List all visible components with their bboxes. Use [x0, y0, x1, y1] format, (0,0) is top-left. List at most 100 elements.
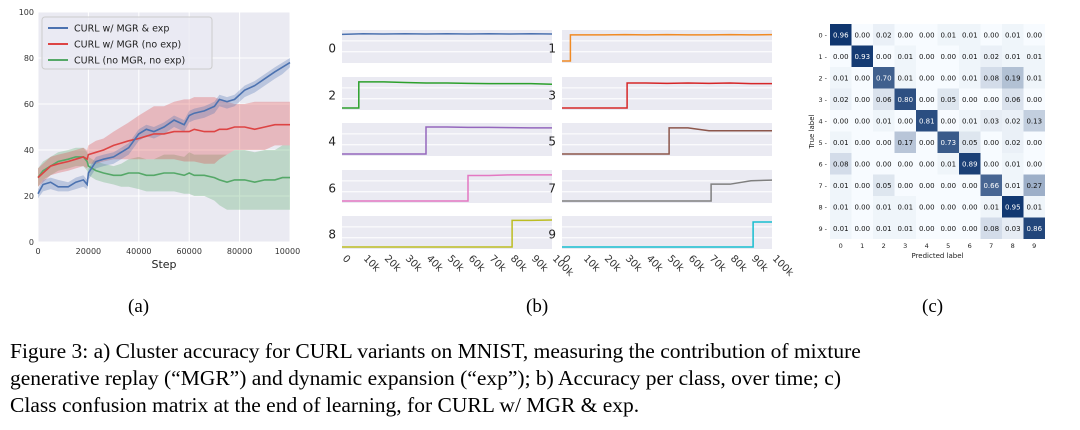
- matrix-cell: [916, 217, 938, 239]
- cell-value: 0.00: [897, 31, 913, 39]
- matrix-cell: [980, 174, 1002, 196]
- panel-background: [342, 30, 552, 63]
- cell-value: 0.01: [962, 31, 978, 39]
- matrix-cell: [894, 45, 916, 67]
- cell-value: 0.06: [1005, 96, 1021, 104]
- cell-value: 0.00: [876, 53, 892, 61]
- class-panel: 2: [328, 77, 553, 110]
- cell-value: 0.00: [854, 160, 870, 168]
- cell-value: 0.00: [897, 160, 913, 168]
- matrix-cell: [1002, 196, 1024, 218]
- legend-label: CURL w/ MGR & exp: [74, 24, 169, 35]
- matrix-cell: [959, 217, 981, 239]
- matrix-cell: [830, 153, 852, 175]
- cell-value: 0.00: [1026, 160, 1042, 168]
- x-tick-label: 20k: [382, 253, 403, 274]
- cell-value: 0.73: [940, 139, 956, 147]
- cell-value: 0.01: [1005, 31, 1021, 39]
- cell-value: 0.00: [897, 182, 913, 190]
- matrix-cell: [851, 131, 873, 153]
- x-axis-label: Step: [151, 258, 176, 271]
- cell-value: 0.01: [897, 203, 913, 211]
- class-line: [562, 127, 772, 155]
- y-tick-label: 3 -: [818, 96, 827, 104]
- y-tick-label: 100: [19, 8, 34, 17]
- cell-value: 0.00: [833, 117, 849, 125]
- x-tick-label: 60k: [686, 253, 707, 274]
- cell-value: 0.01: [897, 53, 913, 61]
- y-tick-label: 80: [24, 54, 34, 63]
- legend: CURL w/ MGR & exp CURL w/ MGR (no exp) CUR…: [41, 16, 213, 70]
- class-line: [562, 82, 772, 109]
- cell-value: 0.01: [1026, 53, 1042, 61]
- x-tick-label: 80k: [508, 253, 529, 274]
- matrix-cell: [894, 153, 916, 175]
- y-tick-label: 5 -: [818, 139, 827, 147]
- matrix-cell: [851, 45, 873, 67]
- matrix-cell: [894, 217, 916, 239]
- cell-value: 0.00: [940, 74, 956, 82]
- legend-box: [41, 16, 213, 70]
- class-label: 5: [548, 135, 556, 149]
- matrix-cell: [980, 196, 1002, 218]
- matrix-cell: [1023, 110, 1045, 132]
- legend-label: CURL (no MGR, no exp): [74, 56, 185, 67]
- matrix-cell: [830, 110, 852, 132]
- class-label: 7: [548, 182, 556, 196]
- x-tick-label: 7: [989, 242, 993, 250]
- class-label: 9: [548, 228, 556, 242]
- cell-value: 0.00: [962, 96, 978, 104]
- caption-line-1: Figure 3: a) Cluster accuracy for CURL v…: [10, 339, 861, 363]
- matrix-cell: [1023, 153, 1045, 175]
- cell-value: 0.00: [919, 31, 935, 39]
- y-tick-label: 8 -: [818, 203, 827, 211]
- x-tick-label: 50k: [445, 253, 466, 274]
- matrix-cell: [959, 24, 981, 46]
- matrix-cell: [851, 196, 873, 218]
- cell-value: 0.27: [1026, 182, 1042, 190]
- class-label: 1: [548, 42, 556, 56]
- matrix-cell: [1002, 217, 1024, 239]
- matrix-cell: [937, 131, 959, 153]
- cell-value: 0.01: [897, 225, 913, 233]
- panel-background: [342, 216, 552, 249]
- series-line: [37, 123, 290, 179]
- x-tick-label: 40k: [644, 253, 665, 274]
- x-tick-label: 60k: [466, 253, 487, 274]
- matrix-cell: [916, 88, 938, 110]
- cell-value: 0.00: [854, 117, 870, 125]
- x-tick-label: 0: [340, 253, 352, 265]
- matrix-cell: [873, 67, 895, 89]
- matrix-cell: [830, 88, 852, 110]
- matrix-cell: [1002, 45, 1024, 67]
- cell-value: 0.00: [1026, 139, 1042, 147]
- cell-value: 0.05: [940, 96, 956, 104]
- matrix-cell: [1023, 131, 1045, 153]
- matrix-cell: [851, 88, 873, 110]
- y-tick-label: 9 -: [818, 225, 827, 233]
- cell-value: 0.70: [876, 74, 892, 82]
- matrix-cell: [851, 24, 873, 46]
- cell-value: 0.01: [876, 203, 892, 211]
- cell-value: 0.01: [962, 53, 978, 61]
- matrix-cell: [980, 217, 1002, 239]
- cell-value: 0.00: [983, 96, 999, 104]
- matrix-cell: [959, 45, 981, 67]
- cell-value: 0.00: [854, 31, 870, 39]
- matrix-cell: [980, 45, 1002, 67]
- cell-value: 0.00: [876, 139, 892, 147]
- cell-value: 0.01: [940, 31, 956, 39]
- x-tick-label: 0: [839, 242, 843, 250]
- cell-value: 0.02: [833, 96, 849, 104]
- x-tick-label: 1: [860, 242, 864, 250]
- class-panel: 0: [328, 30, 553, 63]
- cell-value: 0.00: [919, 139, 935, 147]
- chart-b: 0 12 34 56 78 90 10k 20k 30k 40k 50k 60k 70k 80k 90k 10…: [328, 30, 795, 279]
- matrix-cell: [830, 24, 852, 46]
- class-panel: 3: [548, 77, 772, 110]
- matrix-cell: [894, 24, 916, 46]
- matrix-cell: [1002, 174, 1024, 196]
- cell-value: 0.01: [897, 74, 913, 82]
- y-tick-label: 60: [24, 100, 34, 109]
- cell-value: 0.01: [876, 225, 892, 233]
